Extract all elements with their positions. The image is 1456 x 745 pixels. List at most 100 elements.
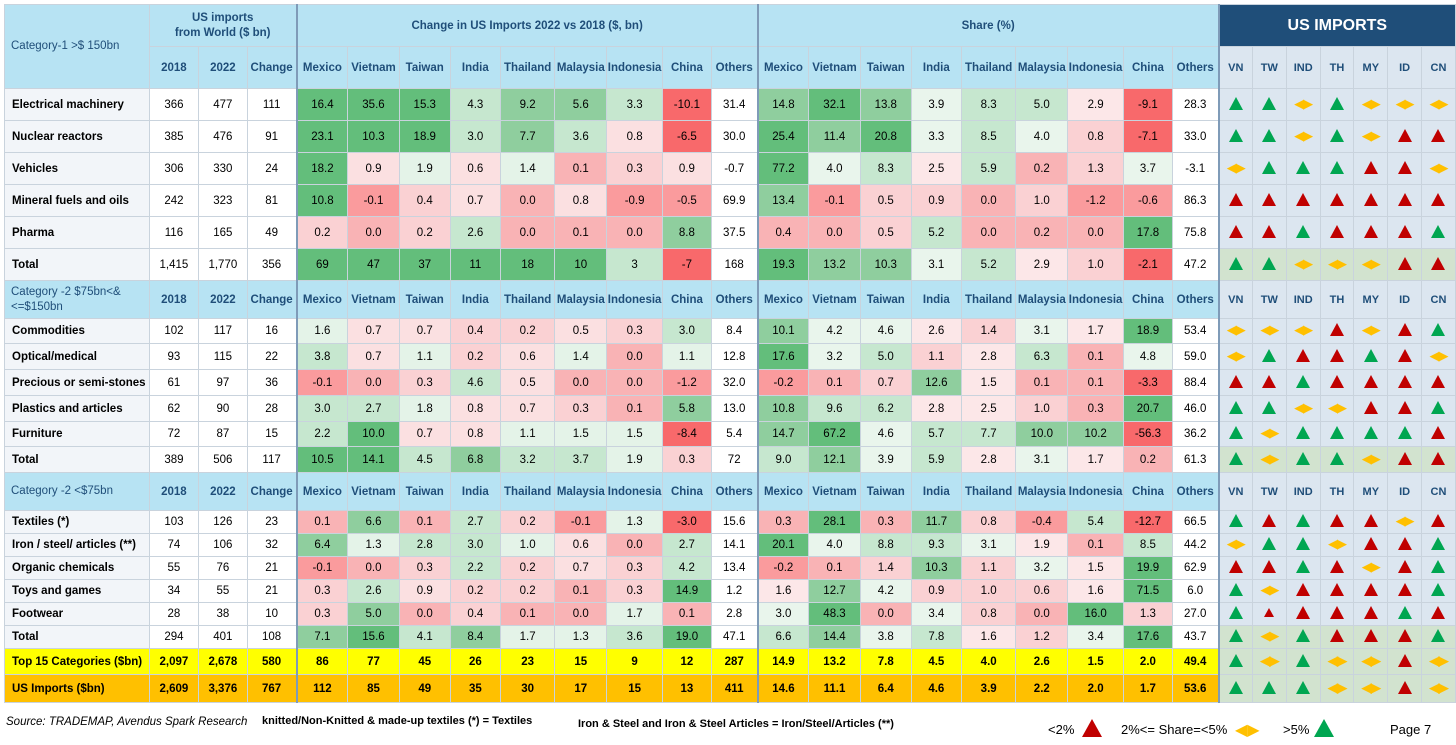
red-up-triangle-icon (1397, 348, 1412, 362)
change-value: 32.0 (710, 369, 759, 396)
share-value: 17.6 (1123, 625, 1173, 649)
share-value: 5.9 (910, 446, 962, 473)
category-name: Textiles (*) (4, 510, 150, 534)
share-country-column-header: Thailand (960, 472, 1017, 511)
table-row: Pharma 116 165 49 0.2 0.0 0.2 2.6 0.0 0.1 0.0 8.8 37… (4, 216, 1456, 249)
green-up-triangle-icon (1431, 583, 1446, 596)
share-country-column-header: Indonesia (1067, 46, 1125, 89)
country-column-header: Thailand (499, 46, 556, 89)
country-column-header: Mexico (295, 46, 349, 89)
share-value: 0.7 (859, 369, 912, 396)
change-value: 168 (710, 248, 759, 281)
trend-indicator (1420, 184, 1456, 217)
share-value: 43.7 (1171, 625, 1220, 649)
category-name: Total (4, 248, 150, 281)
left-right-arrow-icon: ◀▶ (1429, 159, 1448, 175)
trend-indicator: ◀▶ (1285, 318, 1321, 344)
share-value: -0.2 (756, 556, 810, 580)
green-up-triangle-icon (1228, 583, 1243, 596)
share-country-column-header: Mexico (756, 46, 810, 89)
trend-indicator (1387, 395, 1422, 422)
change-value: 1.0 (499, 533, 556, 557)
arrow-column-header: TW (1251, 280, 1287, 319)
share-value: 13.4 (756, 184, 810, 217)
red-up-triangle-icon (1363, 400, 1378, 414)
green-up-triangle-icon (1296, 160, 1311, 174)
value-y2022: 117 (198, 318, 248, 344)
red-up-triangle-icon (1262, 560, 1277, 573)
left-right-arrow-icon: ◀▶ (1226, 322, 1246, 337)
share-value: 4.0 (960, 648, 1017, 675)
value-y2018: 55 (148, 556, 200, 580)
trend-indicator (1420, 533, 1456, 557)
change-value: -6.5 (662, 120, 712, 153)
share-value: 28.1 (808, 510, 861, 534)
red-up-triangle-icon (1397, 629, 1412, 642)
green-up-triangle-icon (1296, 224, 1311, 238)
red-up-triangle-icon (1397, 192, 1412, 206)
green-up-triangle-icon (1296, 680, 1311, 694)
trend-indicator (1387, 674, 1422, 703)
share-value: 3.9 (960, 674, 1017, 703)
value-y2018: 103 (148, 510, 200, 534)
change-value: 0.2 (449, 579, 501, 603)
share-country-column-header: China (1123, 472, 1173, 511)
iron-note: Iron & Steel and Iron & Steel Articles =… (578, 718, 894, 730)
change-value: 4.1 (398, 625, 451, 649)
country-column-header: Mexico (295, 280, 349, 319)
change-value: 0.0 (347, 369, 400, 396)
table-row: Textiles (*) 103 126 23 0.1 6.6 0.1 2.7 0.2 -0.1 1… (4, 510, 1456, 534)
red-up-triangle-icon (1363, 160, 1378, 174)
legend-lt2-label: <2% (1048, 722, 1075, 737)
left-right-arrow-icon: ◀▶ (1294, 95, 1313, 111)
share-country-column-header: Malaysia (1015, 280, 1069, 319)
share-value: 0.1 (1067, 343, 1125, 370)
share-value: 3.9 (910, 88, 962, 121)
arrow-column-header: ID (1387, 280, 1422, 319)
value-chg: 767 (246, 674, 298, 703)
green-up-triangle-icon (1228, 400, 1243, 414)
red-up-triangle-icon (1397, 128, 1412, 142)
country-column-header: Indonesia (606, 46, 664, 89)
trend-indicator: ◀▶ (1387, 88, 1422, 121)
share-value: 14.8 (756, 88, 810, 121)
trend-indicator (1217, 625, 1253, 649)
trend-indicator: ◀▶ (1353, 248, 1389, 281)
change-value: 1.4 (554, 343, 608, 370)
trend-indicator (1387, 369, 1422, 396)
share-value: 2.9 (1015, 248, 1069, 281)
red-up-triangle-icon (1431, 374, 1446, 388)
change-value: 0.0 (499, 184, 556, 217)
change-value: -1.2 (662, 369, 712, 396)
change-value: 0.3 (606, 556, 664, 580)
change-value: 1.1 (662, 343, 712, 370)
share-value: 0.2 (1015, 216, 1069, 249)
trend-indicator (1217, 120, 1253, 153)
trend-indicator (1387, 446, 1422, 473)
share-value: -7.1 (1123, 120, 1173, 153)
change-value: 2.2 (295, 421, 349, 447)
country-column-header: Taiwan (398, 280, 451, 319)
trend-indicator (1353, 369, 1389, 396)
share-value: 0.8 (960, 602, 1017, 626)
value-chg: 21 (246, 556, 298, 580)
share-value: 2.5 (910, 152, 962, 185)
country-column-header: Taiwan (398, 46, 451, 89)
trend-indicator (1217, 88, 1253, 121)
change-value: 6.6 (347, 510, 400, 534)
red-up-triangle-icon (1363, 583, 1378, 596)
change-value: 0.3 (295, 602, 349, 626)
red-up-triangle-icon (1330, 192, 1344, 206)
share-value: 4.6 (859, 318, 912, 344)
category-title: Category -2 <$75bn (4, 472, 150, 511)
green-up-triangle-icon (1296, 560, 1311, 573)
share-value: 20.1 (756, 533, 810, 557)
value-chg: 117 (246, 446, 298, 473)
change-value: 0.2 (398, 216, 451, 249)
share-country-column-header: Taiwan (859, 280, 912, 319)
arrow-column-header: CN (1420, 46, 1456, 89)
change-value: -3.0 (662, 510, 712, 534)
change-value: 14.9 (662, 579, 712, 603)
trend-indicator (1251, 510, 1287, 534)
share-value: 12.1 (808, 446, 861, 473)
